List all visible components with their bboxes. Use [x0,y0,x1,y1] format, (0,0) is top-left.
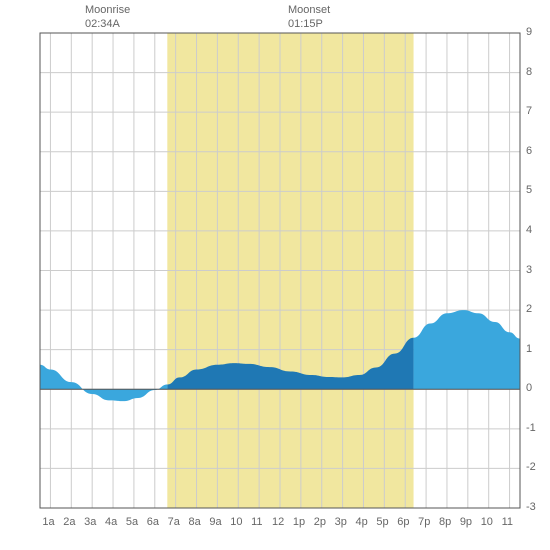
y-tick-label: 6 [526,145,532,157]
x-tick-label: 10 [230,516,242,528]
x-tick-label: 11 [251,516,262,528]
moonset-block: Moonset 01:15P [288,3,330,32]
x-tick-label: 12 [272,516,284,528]
x-tick-label: 11 [502,516,513,528]
moonset-time: 01:15P [288,17,330,31]
x-tick-label: 7a [168,516,180,528]
x-tick-label: 8p [439,516,451,528]
y-tick-label: -3 [526,501,536,513]
moonrise-block: Moonrise 02:34A [85,3,130,32]
x-tick-label: 4p [355,516,367,528]
y-tick-label: 1 [526,343,532,355]
y-tick-label: 5 [526,184,532,196]
x-tick-label: 1a [42,516,54,528]
x-tick-label: 6a [147,516,159,528]
x-tick-label: 2p [314,516,326,528]
y-tick-label: -1 [526,422,536,434]
moonrise-label: Moonrise [85,3,130,17]
tide-chart: Moonrise 02:34A Moonset 01:15P 1a 2a 3a 4a 5… [0,0,550,550]
y-tick-label: 3 [526,264,532,276]
x-tick-label: 2a [63,516,75,528]
y-tick-label: 7 [526,105,532,117]
x-tick-label: 5a [126,516,138,528]
x-tick-label: 3a [84,516,96,528]
moonrise-time: 02:34A [85,17,130,31]
x-tick-label: 8a [189,516,201,528]
y-tick-label: 0 [526,382,532,394]
x-tick-label: 6p [397,516,409,528]
x-tick-label: 3p [335,516,347,528]
x-tick-label: 1p [293,516,305,528]
y-tick-label: 2 [526,303,532,315]
x-tick-label: 9p [460,516,472,528]
y-tick-label: 8 [526,66,532,78]
x-tick-label: 4a [105,516,117,528]
y-tick-label: 9 [526,26,532,38]
x-tick-label: 10 [481,516,493,528]
y-tick-label: -2 [526,461,536,473]
x-tick-label: 9a [209,516,221,528]
x-tick-label: 7p [418,516,430,528]
y-tick-label: 4 [526,224,532,236]
x-tick-label: 5p [376,516,388,528]
chart-svg [0,0,550,550]
moonset-label: Moonset [288,3,330,17]
